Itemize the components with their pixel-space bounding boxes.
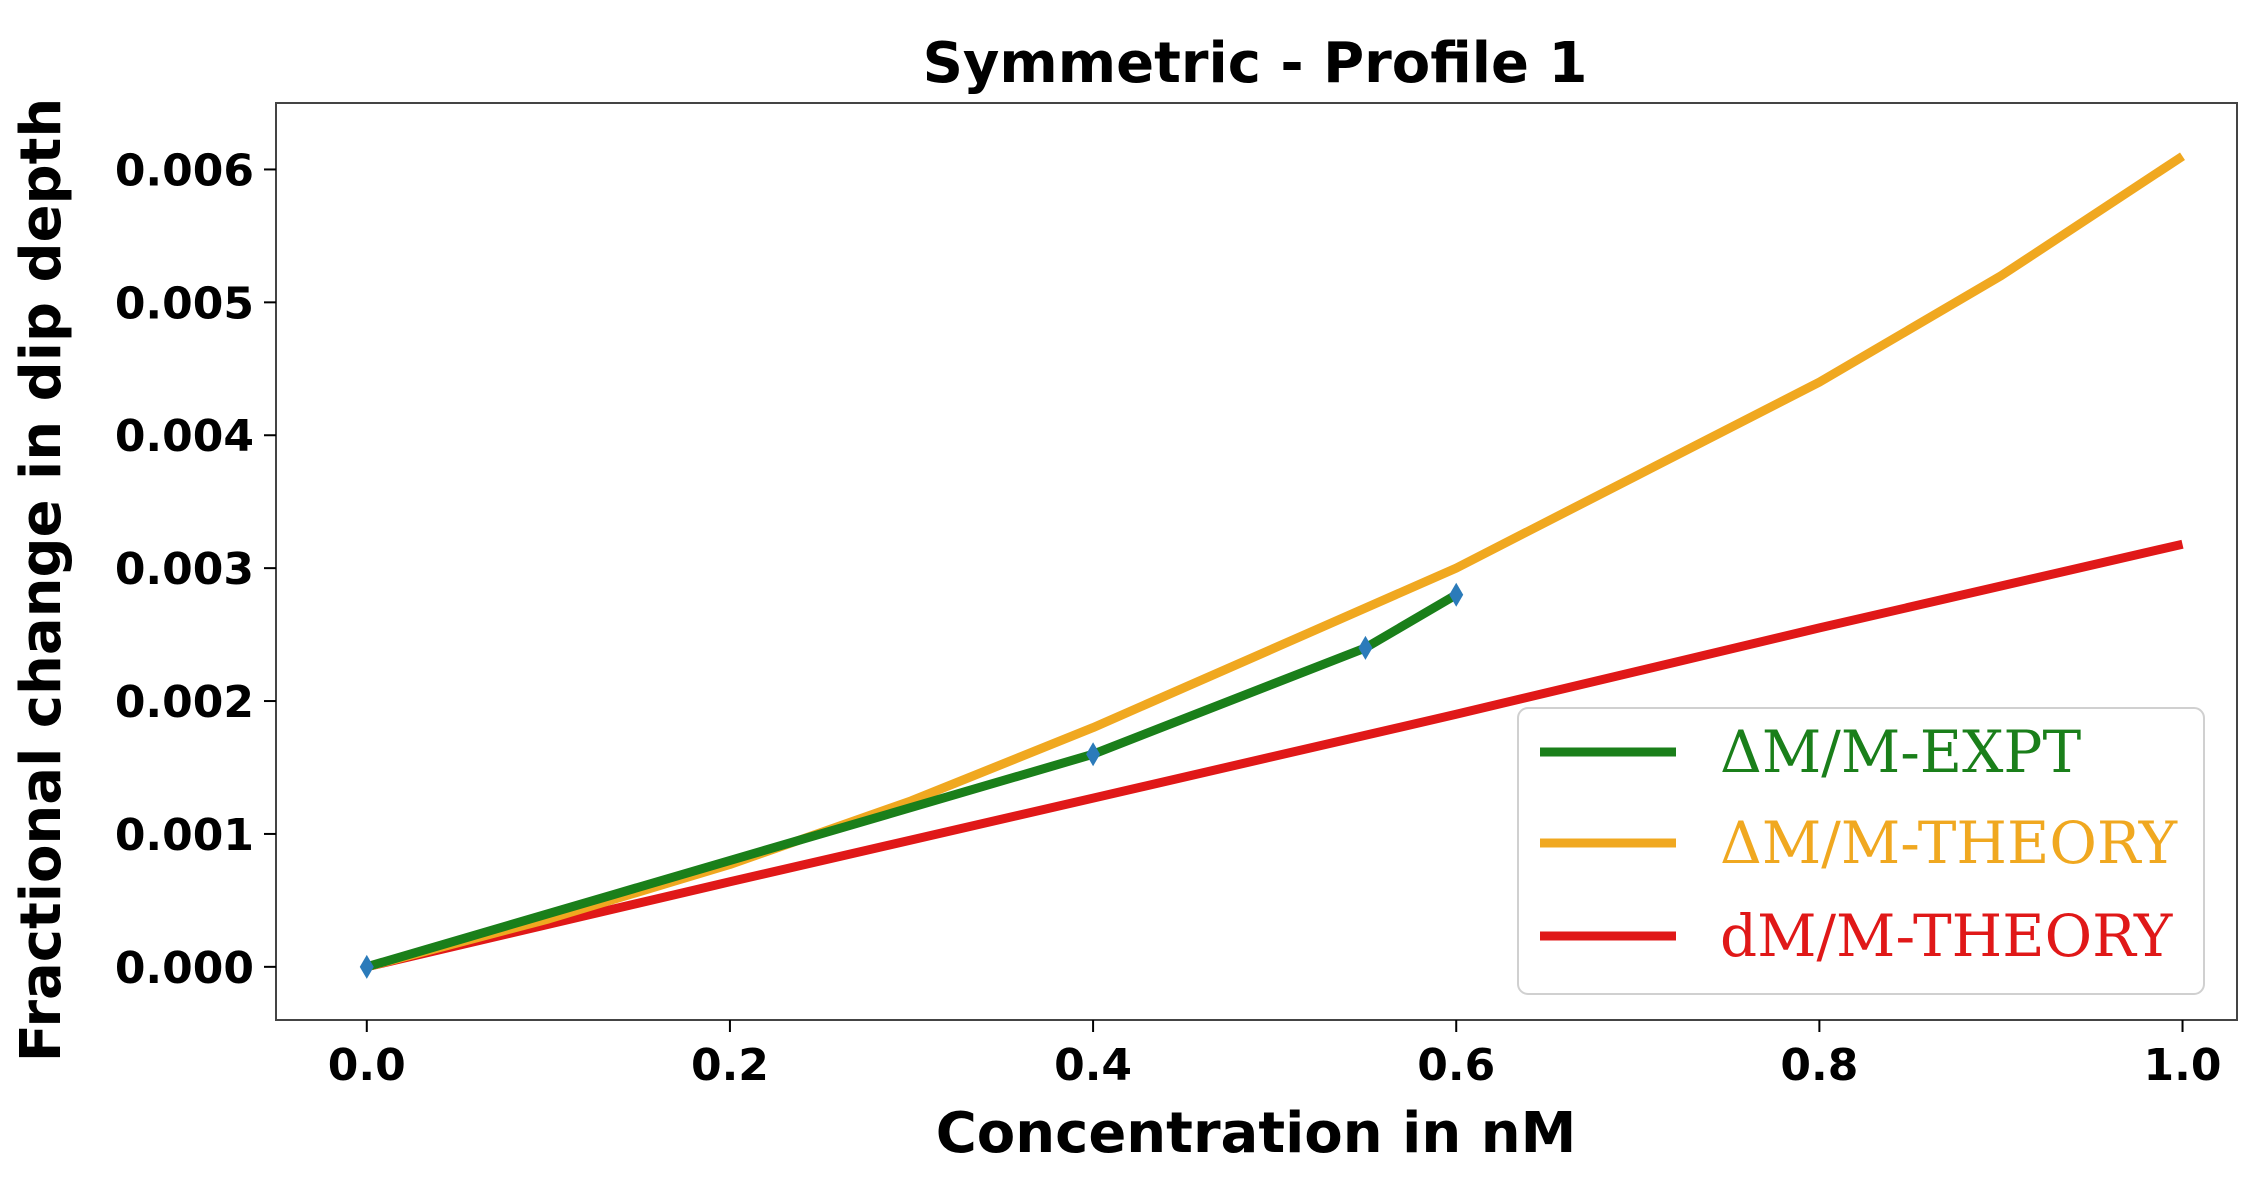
y-tick-label: 0.001: [115, 810, 254, 861]
y-tick-label: 0.000: [115, 943, 254, 994]
chart-title: Symmetric - Profile 1: [923, 31, 1588, 96]
x-tick-label: 0.0: [328, 1040, 406, 1091]
y-tick-label: 0.003: [115, 544, 254, 595]
x-tick-label: 0.8: [1780, 1040, 1858, 1091]
legend: ΔM/M-EXPT ΔM/M-THEORY dM/M-THEORY: [1517, 707, 2205, 995]
x-tick-label: 0.4: [1054, 1040, 1132, 1091]
y-axis: 0.000 0.001 0.002 0.003 0.004 0.005 0.006: [115, 145, 276, 994]
x-axis: 0.0 0.2 0.4 0.6 0.8 1.0: [328, 1020, 2222, 1091]
x-tick-label: 0.6: [1417, 1040, 1495, 1091]
data-point: [1358, 635, 1373, 660]
plot-frame: [275, 102, 2238, 1021]
y-tick-label: 0.002: [115, 677, 254, 728]
x-tick-label: 1.0: [2144, 1040, 2222, 1091]
series-line-expt: [365, 590, 1459, 972]
y-tick-label: 0.004: [115, 411, 254, 462]
series-line-d-theory: [365, 539, 2184, 972]
y-tick-label: 0.006: [115, 145, 254, 196]
plot-area: [359, 152, 2185, 979]
legend-box: [1517, 707, 2205, 995]
legend-label: ΔM/M-THEORY: [1720, 809, 2178, 877]
x-tick-label: 0.2: [691, 1040, 769, 1091]
y-axis-label: Fractional change in dip depth: [9, 98, 74, 1063]
y-tick-label: 0.005: [115, 278, 254, 329]
legend-label: ΔM/M-EXPT: [1720, 718, 2081, 786]
data-point: [1086, 742, 1101, 767]
data-point: [359, 954, 374, 979]
x-axis-label: Concentration in nM: [936, 1101, 1577, 1166]
legend-label: dM/M-THEORY: [1720, 902, 2173, 970]
data-point: [1449, 582, 1464, 607]
